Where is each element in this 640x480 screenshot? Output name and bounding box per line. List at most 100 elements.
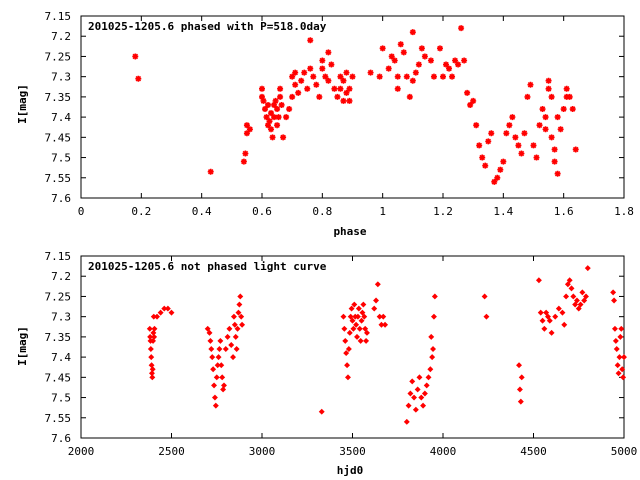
unphased-data-point — [228, 342, 235, 348]
phased-data-point — [343, 69, 350, 76]
unphased-data-point — [427, 366, 434, 373]
unphased-data-point — [564, 281, 571, 288]
phased-y-tick-label: 7.15 — [45, 10, 72, 23]
phased-data-point — [286, 106, 293, 113]
phased-data-point — [263, 114, 270, 121]
unphased-data-point — [210, 366, 217, 373]
unphased-data-point — [552, 313, 559, 320]
unphased-data-point — [358, 317, 365, 324]
unphased-data-point — [215, 354, 222, 361]
phased-data-point — [449, 73, 456, 80]
phased-data-point — [367, 69, 374, 76]
phased-data-point — [135, 75, 142, 82]
unphased-data-point — [147, 346, 154, 352]
phased-data-point — [542, 114, 549, 121]
unphased-x-tick-label: 4500 — [520, 445, 547, 458]
unphased-data-point — [341, 325, 348, 332]
phased-data-point — [473, 122, 480, 129]
phased-data-point — [409, 77, 416, 84]
phased-data-point — [265, 122, 272, 129]
phased-data-point — [545, 77, 552, 84]
phased-x-tick-label: 0.4 — [192, 205, 212, 218]
unphased-data-point — [343, 350, 350, 357]
unphased-data-point — [583, 293, 589, 300]
unphased-data-point — [414, 386, 421, 393]
unphased-data-point — [371, 305, 378, 312]
phased-data-point — [304, 85, 311, 92]
phased-data-point — [259, 93, 265, 100]
phased-data-point — [240, 158, 247, 165]
unphased-data-point — [231, 321, 238, 328]
unphased-data-point — [412, 406, 419, 413]
unphased-data-point — [618, 325, 625, 332]
unphased-y-tick-label: 7.3 — [51, 311, 71, 324]
phased-data-point — [476, 142, 483, 149]
unphased-data-point — [539, 317, 546, 324]
phased-data-point — [242, 150, 249, 157]
unphased-data-point — [151, 333, 158, 340]
unphased-data-point — [348, 305, 355, 312]
phased-data-point — [512, 134, 519, 141]
unphased-data-point — [481, 293, 488, 300]
unphased-data-point — [149, 366, 156, 373]
phased-data-point — [458, 25, 465, 32]
phased-data-point — [485, 138, 492, 145]
phased-data-point — [343, 89, 350, 96]
phased-data-point — [307, 65, 314, 72]
phased-data-point — [319, 65, 326, 72]
unphased-data-point — [577, 301, 584, 308]
unphased-data-point — [555, 305, 562, 312]
unphased-data-point — [570, 293, 577, 300]
unphased-data-point — [151, 325, 158, 332]
unphased-data-point — [516, 386, 523, 393]
unphased-data-point — [617, 333, 624, 340]
unphased-data-point — [154, 313, 160, 320]
phased-data-point — [479, 154, 486, 161]
unphased-data-point — [355, 305, 362, 312]
phased-data-point — [268, 110, 275, 117]
unphased-data-point — [235, 309, 242, 316]
phased-data-point — [545, 85, 552, 92]
unphased-data-point — [222, 346, 229, 352]
phased-data-point — [346, 85, 353, 92]
unphased-data-point — [619, 366, 626, 373]
unphased-data-point — [226, 325, 233, 332]
phased-data-point — [491, 178, 498, 185]
phased-data-point — [349, 73, 356, 80]
unphased-x-tick-label: 3000 — [249, 445, 276, 458]
unphased-data-point — [545, 313, 551, 320]
phased-data-point — [274, 122, 281, 129]
phased-plot-panel: 201025-1205.6 phased with P=518.0day pha… — [16, 10, 634, 238]
unphased-data-point — [559, 309, 566, 316]
unphased-data-point — [584, 265, 591, 272]
unphased-data-point — [568, 285, 575, 292]
unphased-data-point — [212, 402, 219, 409]
phased-data-point — [246, 126, 253, 133]
unphased-data-point — [340, 313, 347, 320]
phased-data-point — [440, 73, 446, 80]
phased-data-point — [292, 81, 299, 88]
phased-data-point — [412, 69, 419, 76]
unphased-data-point — [237, 293, 244, 300]
phased-data-point — [278, 101, 285, 108]
phased-data-point — [427, 57, 434, 64]
phased-data-point — [275, 114, 282, 121]
unphased-data-point — [364, 329, 370, 336]
phased-data-point — [548, 93, 555, 100]
unphased-data-point — [614, 362, 621, 369]
unphased-y-tick-label: 7.55 — [45, 412, 72, 425]
unphased-data-point — [349, 317, 356, 324]
phased-data-point — [391, 57, 398, 64]
unphased-data-point — [403, 418, 410, 425]
unphased-data-point — [612, 337, 619, 344]
unphased-data-point — [613, 346, 620, 352]
phased-data-point — [409, 29, 416, 36]
unphased-y-tick-label: 7.4 — [51, 351, 71, 364]
phased-data-point — [497, 166, 504, 173]
unphased-data-point — [350, 325, 357, 332]
unphased-data-point — [164, 305, 171, 312]
unphased-data-point — [561, 321, 568, 328]
phased-data-point — [430, 73, 437, 80]
phased-data-point — [274, 106, 281, 113]
